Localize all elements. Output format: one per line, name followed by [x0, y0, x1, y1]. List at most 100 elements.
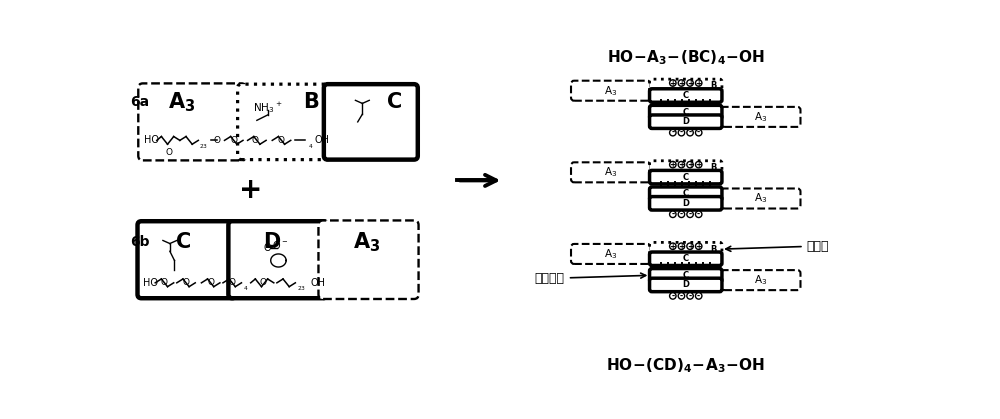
Text: $\mathbf{HO\!-\!A_3\!-\!(BC)_4\!-\!OH}$: $\mathbf{HO\!-\!A_3\!-\!(BC)_4\!-\!OH}$: [607, 48, 765, 67]
Text: D: D: [682, 117, 689, 126]
Circle shape: [687, 129, 693, 136]
Circle shape: [695, 161, 702, 168]
Text: $\mathbf{D}$: $\mathbf{D}$: [263, 232, 281, 252]
Text: -: -: [688, 210, 692, 219]
Text: $\mathbf{C}$: $\mathbf{C}$: [386, 92, 402, 112]
Text: -: -: [697, 291, 700, 300]
FancyBboxPatch shape: [721, 107, 800, 127]
Text: $\mathrm{A_3}$: $\mathrm{A_3}$: [754, 110, 767, 124]
Circle shape: [678, 211, 685, 217]
Circle shape: [670, 129, 676, 136]
Circle shape: [678, 80, 685, 86]
FancyBboxPatch shape: [650, 187, 722, 200]
FancyBboxPatch shape: [650, 79, 722, 93]
Circle shape: [695, 129, 702, 136]
Text: O: O: [166, 148, 173, 157]
Text: -: -: [671, 128, 674, 137]
FancyBboxPatch shape: [138, 221, 236, 298]
Circle shape: [670, 80, 676, 86]
Text: $\mathbf{C}$: $\mathbf{C}$: [175, 232, 191, 252]
Text: +: +: [678, 78, 685, 88]
Text: $\mathrm{A_3}$: $\mathrm{A_3}$: [604, 84, 617, 98]
Text: $_4$: $_4$: [308, 142, 313, 151]
FancyBboxPatch shape: [228, 221, 327, 298]
Text: 6a: 6a: [131, 95, 150, 109]
FancyBboxPatch shape: [571, 81, 650, 101]
Text: O: O: [161, 278, 168, 287]
Text: $\mathrm{A_3}$: $\mathrm{A_3}$: [604, 166, 617, 179]
Text: -: -: [697, 128, 700, 137]
Circle shape: [678, 161, 685, 168]
Text: 6b: 6b: [131, 235, 150, 249]
Text: O: O: [183, 278, 190, 287]
Circle shape: [687, 211, 693, 217]
FancyBboxPatch shape: [571, 244, 650, 264]
Circle shape: [670, 211, 676, 217]
FancyBboxPatch shape: [650, 105, 722, 119]
FancyBboxPatch shape: [571, 162, 650, 182]
Text: +: +: [696, 160, 702, 169]
Text: O: O: [229, 278, 236, 287]
FancyBboxPatch shape: [721, 189, 800, 209]
Circle shape: [670, 293, 676, 299]
Text: $\mathbf{B}$: $\mathbf{B}$: [303, 92, 319, 112]
Text: $\mathbf{HO\!-\!(CD)_4\!-\!A_3\!-\!OH}$: $\mathbf{HO\!-\!(CD)_4\!-\!A_3\!-\!OH}$: [606, 357, 765, 375]
Circle shape: [687, 243, 693, 249]
Circle shape: [687, 80, 693, 86]
Text: 疏水性的: 疏水性的: [535, 272, 646, 285]
Circle shape: [678, 129, 685, 136]
Text: $_4$: $_4$: [243, 285, 249, 293]
Text: +: +: [687, 78, 693, 88]
FancyBboxPatch shape: [650, 161, 722, 174]
Text: D: D: [682, 199, 689, 208]
Text: -: -: [671, 291, 674, 300]
Text: C: C: [683, 173, 689, 182]
Circle shape: [695, 80, 702, 86]
Text: $\mathbf{A_3}$: $\mathbf{A_3}$: [353, 230, 380, 254]
Text: O: O: [264, 243, 271, 253]
Text: +: +: [696, 78, 702, 88]
Text: +: +: [678, 242, 685, 251]
FancyBboxPatch shape: [650, 243, 722, 256]
Text: C: C: [683, 254, 689, 263]
Text: -: -: [680, 128, 683, 137]
Text: B: B: [710, 245, 717, 253]
Text: $\mathrm{A_3}$: $\mathrm{A_3}$: [754, 191, 767, 205]
Text: B: B: [710, 81, 717, 91]
FancyBboxPatch shape: [650, 89, 722, 102]
Text: HO: HO: [144, 135, 159, 145]
FancyBboxPatch shape: [650, 252, 722, 266]
Text: OH: OH: [315, 135, 330, 145]
Text: O: O: [207, 278, 214, 287]
Text: +: +: [687, 242, 693, 251]
Text: -: -: [688, 291, 692, 300]
Text: +: +: [670, 242, 676, 251]
FancyBboxPatch shape: [324, 84, 418, 160]
Text: $\mathbf{A_3}$: $\mathbf{A_3}$: [168, 90, 195, 114]
Circle shape: [687, 161, 693, 168]
Text: -: -: [688, 128, 692, 137]
Text: +: +: [687, 160, 693, 169]
Text: O: O: [213, 136, 220, 145]
Text: C: C: [683, 91, 689, 100]
FancyBboxPatch shape: [650, 197, 722, 210]
Circle shape: [695, 293, 702, 299]
Text: +: +: [696, 242, 702, 251]
Circle shape: [678, 293, 685, 299]
Text: -: -: [697, 210, 700, 219]
Circle shape: [695, 211, 702, 217]
FancyBboxPatch shape: [721, 270, 800, 290]
Text: O: O: [260, 278, 267, 287]
FancyBboxPatch shape: [650, 171, 722, 184]
Text: C: C: [683, 189, 689, 198]
Text: C: C: [683, 271, 689, 280]
Text: +: +: [678, 160, 685, 169]
FancyBboxPatch shape: [138, 83, 246, 160]
Text: +: +: [670, 78, 676, 88]
Text: $\mathrm{NH_3}^+$: $\mathrm{NH_3}^+$: [253, 100, 282, 115]
Text: $\mathrm{A_3}$: $\mathrm{A_3}$: [754, 273, 767, 287]
FancyBboxPatch shape: [650, 278, 722, 292]
Text: O: O: [230, 136, 237, 145]
Circle shape: [678, 243, 685, 249]
Text: $\mathrm{A_3}$: $\mathrm{A_3}$: [604, 247, 617, 261]
